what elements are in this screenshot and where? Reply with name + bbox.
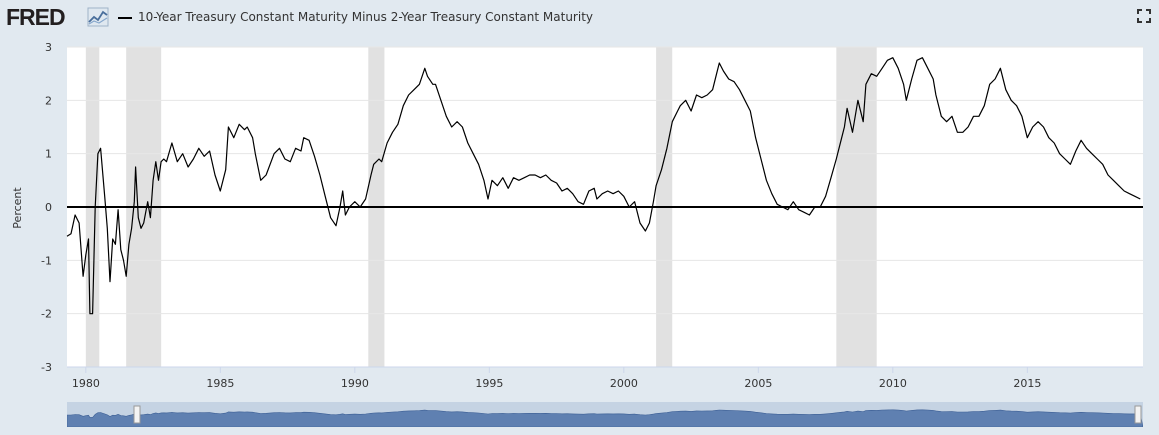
series-line (66, 57, 1141, 315)
y-tick-label: -1 (41, 254, 52, 267)
x-axis: 1980 1985 1990 1995 2000 2005 2010 2015 (67, 366, 1143, 390)
x-tick-label: 1980 (72, 377, 100, 390)
x-tick-label: 2000 (610, 377, 638, 390)
y-tick-label: -2 (41, 308, 52, 321)
x-tick-label: 2005 (744, 377, 772, 390)
fred-logo[interactable]: FRED (6, 4, 66, 30)
navigator-series (67, 409, 1143, 427)
range-navigator[interactable] (67, 402, 1143, 427)
fullscreen-icon[interactable] (1137, 9, 1151, 23)
y-tick-label: 2 (45, 94, 52, 107)
y-tick-label: -3 (41, 361, 52, 374)
series-title: 10-Year Treasury Constant Maturity Minus… (118, 10, 593, 24)
legend-line (118, 16, 132, 19)
y-axis-label: Percent (11, 187, 24, 229)
navigator-right-handle[interactable] (1134, 405, 1142, 424)
y-tick-label: 3 (45, 41, 52, 54)
x-tick-label: 2010 (879, 377, 907, 390)
series-title-text: 10-Year Treasury Constant Maturity Minus… (138, 10, 594, 24)
series-line-group (66, 57, 1141, 315)
x-tick-label: 1995 (475, 377, 503, 390)
y-tick-label: 0 (45, 201, 52, 214)
x-tick-label: 2015 (1013, 377, 1041, 390)
x-tick-label: 1985 (206, 377, 234, 390)
chart-header: FRED 10-Year Treasury Constant Maturity … (0, 0, 1159, 36)
y-tick-label: 1 (45, 148, 52, 161)
x-tick-label: 1990 (341, 377, 369, 390)
chart-line-icon (87, 7, 109, 27)
chart-area: 3 2 1 0 -1 -2 -3 1980 1985 1990 1995 2000 2005 2010 2… (11, 41, 1143, 390)
y-axis: 3 2 1 0 -1 -2 -3 (41, 41, 52, 374)
navigator-left-handle[interactable] (133, 405, 141, 424)
